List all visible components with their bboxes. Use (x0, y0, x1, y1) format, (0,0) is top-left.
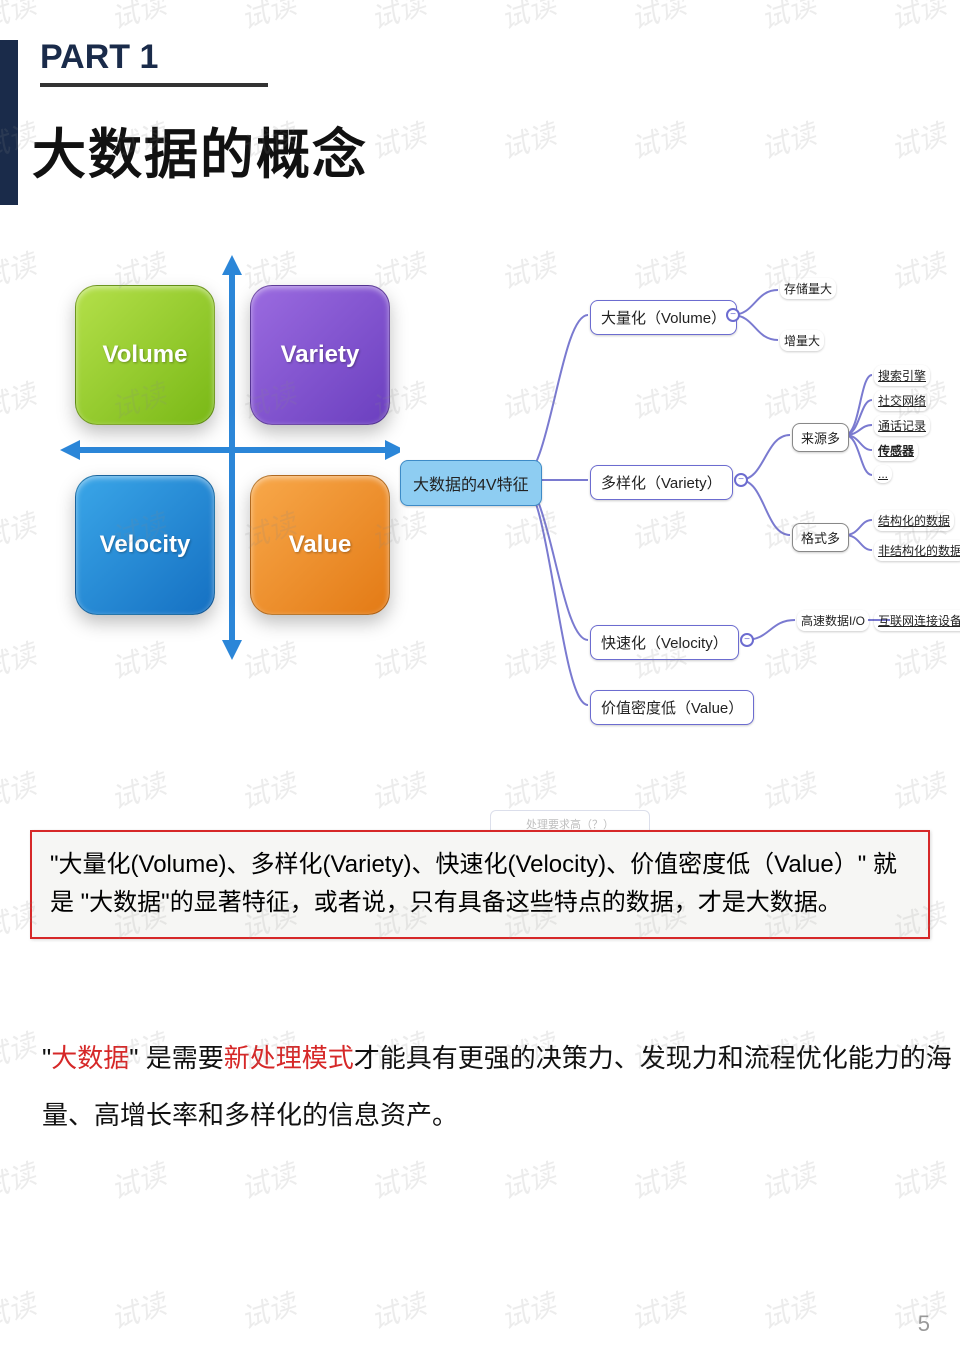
mm-volume-child-0: 存储量大 (780, 278, 836, 299)
mm-variety-source: 来源多 (792, 423, 849, 452)
description-paragraph: "大数据" 是需要新处理模式才能具有更强的决策力、发现力和流程优化能力的海量、高… (42, 1030, 952, 1144)
collapse-icon: − (726, 308, 740, 322)
page-number: 5 (918, 1311, 930, 1337)
desc-quote-open: " (42, 1043, 51, 1073)
mm-source-4: ... (874, 465, 892, 483)
mm-format-0: 结构化的数据 (874, 510, 954, 531)
mm-velocity-leaf: 互联网连接设备数量增长 (874, 610, 960, 631)
quad-variety: Variety (250, 285, 390, 425)
page-title: 大数据的概念 (32, 110, 368, 189)
mm-volume-child-1: 增量大 (780, 330, 824, 351)
summary-box: "大量化(Volume)、多样化(Variety)、快速化(Velocity)、… (30, 830, 930, 939)
quad-value: Value (250, 475, 390, 615)
summary-text: "大量化(Volume)、多样化(Variety)、快速化(Velocity)、… (50, 851, 897, 916)
mm-variety-format: 格式多 (792, 523, 849, 552)
mm-variety: 多样化（Variety） (590, 465, 733, 500)
quad-volume-label: Volume (103, 341, 188, 369)
desc-t1: 是需要 (138, 1043, 223, 1073)
collapse-icon: − (740, 633, 754, 647)
mm-source-1: 社交网络 (874, 390, 930, 411)
mm-format-1: 非结构化的数据 (874, 540, 960, 561)
four-v-quadrant: Volume Variety Velocity Value (60, 250, 400, 670)
side-accent-bar (0, 40, 18, 205)
quad-value-label: Value (289, 531, 352, 559)
mm-velocity-io: 高速数据I/O (797, 610, 869, 631)
quad-velocity: Velocity (75, 475, 215, 615)
mm-source-3: 传感器 (874, 440, 918, 461)
mm-value: 价值密度低（Value） (590, 690, 754, 725)
mm-velocity: 快速化（Velocity） (590, 625, 739, 660)
mm-volume: 大量化（Volume） (590, 300, 737, 335)
collapse-icon: − (734, 473, 748, 487)
mm-source-2: 通话记录 (874, 415, 930, 436)
mm-source-0: 搜索引擎 (874, 365, 930, 386)
quad-variety-label: Variety (281, 341, 360, 369)
mm-root: 大数据的4V特征 (400, 460, 542, 506)
mindmap: 大数据的4V特征 大量化（Volume） − 存储量大 增量大 多样化（Vari… (400, 250, 960, 750)
part-label: PART 1 (40, 38, 268, 87)
desc-hl1: 大数据 (51, 1043, 129, 1073)
desc-hl2: 新处理模式 (224, 1043, 354, 1073)
quad-volume: Volume (75, 285, 215, 425)
quad-velocity-label: Velocity (100, 531, 191, 559)
